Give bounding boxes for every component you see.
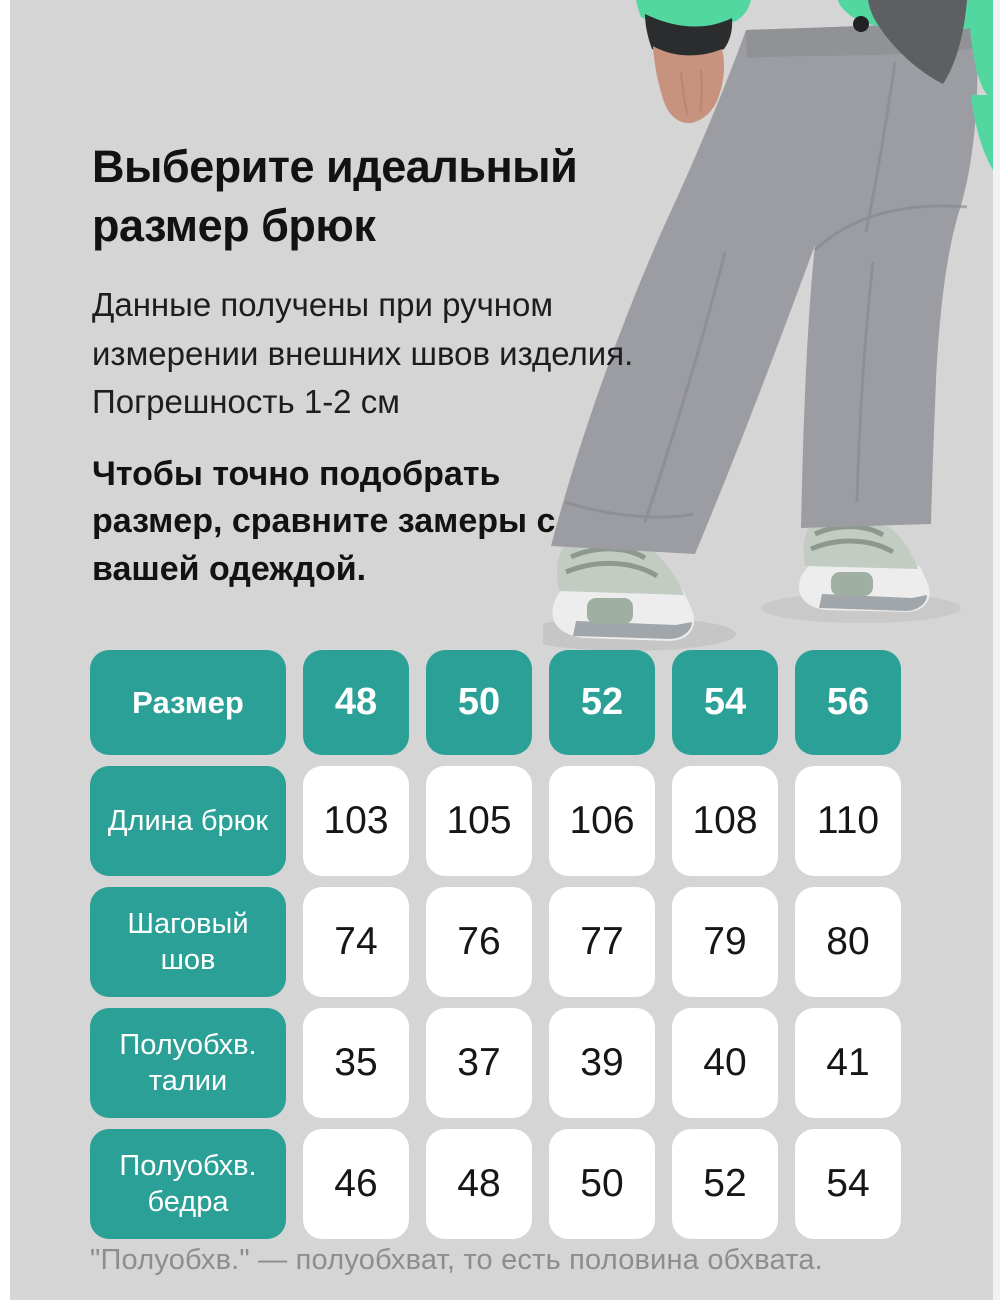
table-cell: 105 bbox=[426, 766, 532, 876]
table-cell: 103 bbox=[303, 766, 409, 876]
sneaker-right-icon bbox=[799, 517, 930, 612]
sleeve-and-hand bbox=[636, 0, 751, 124]
sneaker-left-icon bbox=[552, 537, 695, 641]
table-cell: 37 bbox=[426, 1008, 532, 1118]
size-col-56: 56 bbox=[795, 650, 901, 755]
fit-advice: Чтобы точно подобрать размер, сравните з… bbox=[92, 454, 556, 588]
table-cell: 106 bbox=[549, 766, 655, 876]
row-label-half-hip: Полуобхв. бедра bbox=[90, 1129, 286, 1239]
jacket-hem bbox=[838, 0, 993, 170]
snap-button-icon bbox=[853, 16, 869, 32]
size-table: Размер 48 50 52 54 56 Длина брюк 103 105… bbox=[90, 650, 901, 1239]
table-cell: 77 bbox=[549, 887, 655, 997]
size-col-54: 54 bbox=[672, 650, 778, 755]
pants-shape bbox=[551, 22, 978, 554]
hand-shape bbox=[653, 46, 725, 124]
row-label-inseam: Шаговый шов bbox=[90, 887, 286, 997]
footnote: "Полуобхв." — полуобхват, то есть полови… bbox=[90, 1244, 823, 1276]
size-col-48: 48 bbox=[303, 650, 409, 755]
table-cell: 35 bbox=[303, 1008, 409, 1118]
intro-text-block: Выберите идеальный размер брюк Данные по… bbox=[92, 138, 667, 593]
table-cell: 50 bbox=[549, 1129, 655, 1239]
table-cell: 110 bbox=[795, 766, 901, 876]
size-col-50: 50 bbox=[426, 650, 532, 755]
table-cell: 74 bbox=[303, 887, 409, 997]
size-col-52: 52 bbox=[549, 650, 655, 755]
table-cell: 54 bbox=[795, 1129, 901, 1239]
sleeve-cuff-shape bbox=[636, 0, 751, 28]
page-title: Выберите идеальный размер брюк bbox=[92, 141, 578, 251]
table-cell: 41 bbox=[795, 1008, 901, 1118]
table-cell: 80 bbox=[795, 887, 901, 997]
table-cell: 40 bbox=[672, 1008, 778, 1118]
model-photo bbox=[543, 0, 993, 662]
glove-shape bbox=[645, 14, 733, 57]
pants-folds bbox=[564, 61, 968, 523]
table-cell: 39 bbox=[549, 1008, 655, 1118]
measurement-note: Данные получены при ручном измерении вне… bbox=[92, 286, 634, 420]
model-photo-illustration bbox=[543, 0, 993, 651]
row-label-half-waist: Полуобхв. талии bbox=[90, 1008, 286, 1118]
left-page-margin bbox=[0, 0, 10, 1300]
table-cell: 79 bbox=[672, 887, 778, 997]
table-header-size: Размер bbox=[90, 650, 286, 755]
table-cell: 46 bbox=[303, 1129, 409, 1239]
table-cell: 52 bbox=[672, 1129, 778, 1239]
right-page-margin bbox=[993, 0, 1000, 1300]
table-cell: 48 bbox=[426, 1129, 532, 1239]
row-label-pant-length: Длина брюк bbox=[90, 766, 286, 876]
table-cell: 108 bbox=[672, 766, 778, 876]
table-cell: 76 bbox=[426, 887, 532, 997]
